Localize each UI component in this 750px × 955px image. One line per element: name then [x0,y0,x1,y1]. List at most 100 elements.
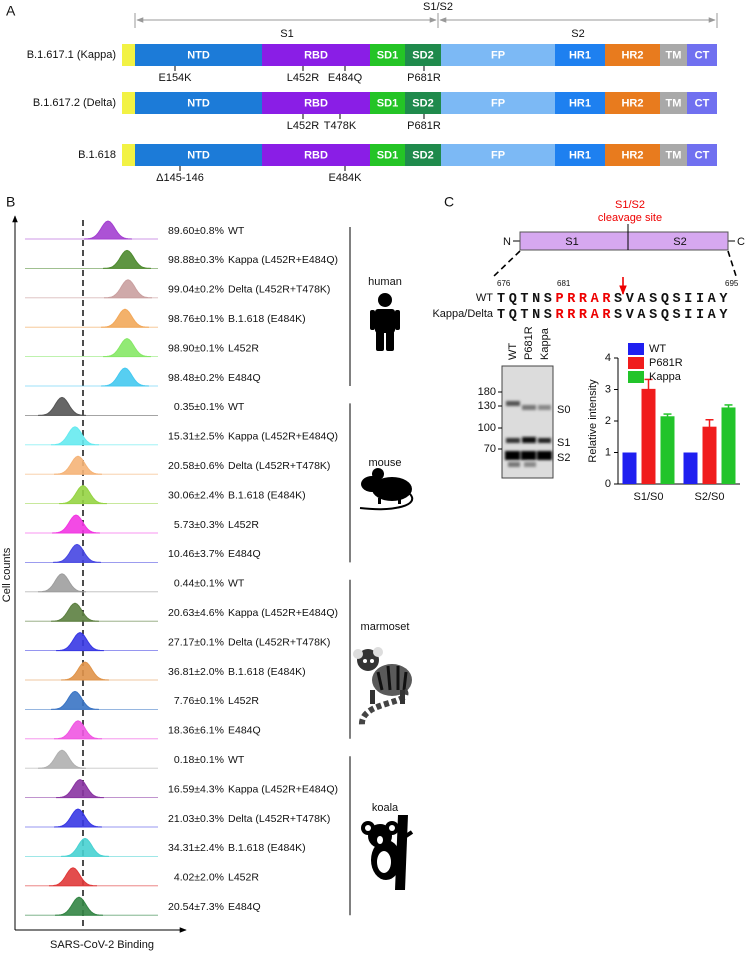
mutation-label: E484Q [328,72,363,84]
band-label: S0 [557,404,570,416]
histogram [53,720,103,740]
domain-label: SD1 [377,97,398,109]
binding-value: 98.48±0.2% [168,372,224,384]
terminus: C [737,236,745,248]
domain [135,44,262,66]
domain-label: FP [491,97,505,109]
binding-value: 89.60±0.8% [168,225,224,237]
histogram [50,426,100,446]
axis-label: Relative intensity [587,379,599,463]
domain-label: HR1 [569,149,591,161]
bar [702,426,717,484]
variant-name: Kappa (L452R+E484Q) [228,254,338,266]
variant-name: Kappa (L452R+E484Q) [228,607,338,619]
domain [370,144,405,166]
variant-name: WT [228,401,245,413]
variant-name: B.1.618 (E484K) [228,842,306,854]
histogram [60,661,110,681]
position-label: 695 [725,279,739,288]
variant-name: L452R [228,519,259,531]
lane-label: WT [507,343,519,360]
sequence-part: SVASQSIIAY [614,308,731,323]
bar [622,452,637,484]
variant-name: Delta (L452R+T478K) [228,460,330,472]
histogram [48,867,98,887]
legend-label: P681R [649,357,683,369]
domain [405,92,441,114]
histogram [37,749,87,769]
binding-value: 98.90±0.1% [168,342,224,354]
binding-value: 0.35±0.1% [174,401,224,413]
domain [405,44,441,66]
histogram [37,573,87,593]
domain-label: HR1 [569,97,591,109]
domain-label: HR2 [621,149,643,161]
histogram [53,455,103,475]
domain-label: TM [666,49,682,61]
sequence-name: Kappa/Delta [432,308,493,320]
position-label: 676 [497,279,511,288]
variant-name: B.1.618 (E484K) [228,489,306,501]
zoom-line [493,250,521,277]
axis-label: SARS-CoV-2 Binding [50,939,154,951]
binding-value: 5.73±0.3% [174,519,224,531]
histogram [103,279,153,299]
histogram [37,396,87,416]
species-label: mouse [368,457,401,469]
domain-label: S2 [673,236,686,248]
domain-label: RBD [304,97,328,109]
domain-label: HR1 [569,49,591,61]
variant-name: Delta (L452R+T478K) [228,284,330,296]
binding-value: 36.81±2.0% [168,666,224,678]
species-label: marmoset [361,621,410,633]
domain [441,44,555,66]
species-label: human [368,276,402,288]
variant-name: E484Q [228,901,261,913]
binding-value: 16.59±4.3% [168,783,224,795]
domain-label: RBD [304,149,328,161]
domain-label: S1 [565,236,578,248]
binding-value: 98.76±0.1% [168,313,224,325]
y-tick-label: 0 [605,478,611,490]
size-marker: 130 [478,400,496,412]
bar [721,407,736,484]
panel-label: C [444,194,454,210]
domain-label: NTD [187,149,210,161]
legend-swatch [628,343,644,355]
variant-name: WT [228,225,245,237]
sequence: TQTNSPRRARSVASQSIIAY [497,292,731,307]
y-tick-label: 1 [605,446,611,458]
histogram [100,367,150,387]
domain-label: HR2 [621,49,643,61]
cleavage-label: S1/S2 [615,199,645,211]
histogram [53,808,103,828]
binding-value: 0.18±0.1% [174,754,224,766]
histogram [55,779,105,799]
histogram [102,338,152,358]
variant-name: Delta (L452R+T478K) [228,813,330,825]
histogram [54,896,104,916]
binding-value: 21.03±0.3% [168,813,224,825]
domain [370,44,405,66]
domain [555,144,605,166]
band-label: S2 [557,452,570,464]
domain [405,144,441,166]
signal-peptide [122,44,135,66]
binding-value: 15.31±2.5% [168,431,224,443]
species-label: koala [372,802,399,814]
lane-label: P681R [523,326,535,360]
variant-name: WT [228,754,245,766]
domain-label: TM [666,97,682,109]
variant-name: L452R [228,695,259,707]
variant-name: Delta (L452R+T478K) [228,636,330,648]
domain [262,92,370,114]
binding-value: 98.88±0.3% [168,254,224,266]
binding-value: 20.58±0.6% [168,460,224,472]
histogram [60,837,110,857]
panel-label: A [6,3,16,19]
domain [262,44,370,66]
domain-label: SD1 [377,49,398,61]
domain-label: TM [666,149,682,161]
domain [687,92,717,114]
binding-value: 99.04±0.2% [168,284,224,296]
